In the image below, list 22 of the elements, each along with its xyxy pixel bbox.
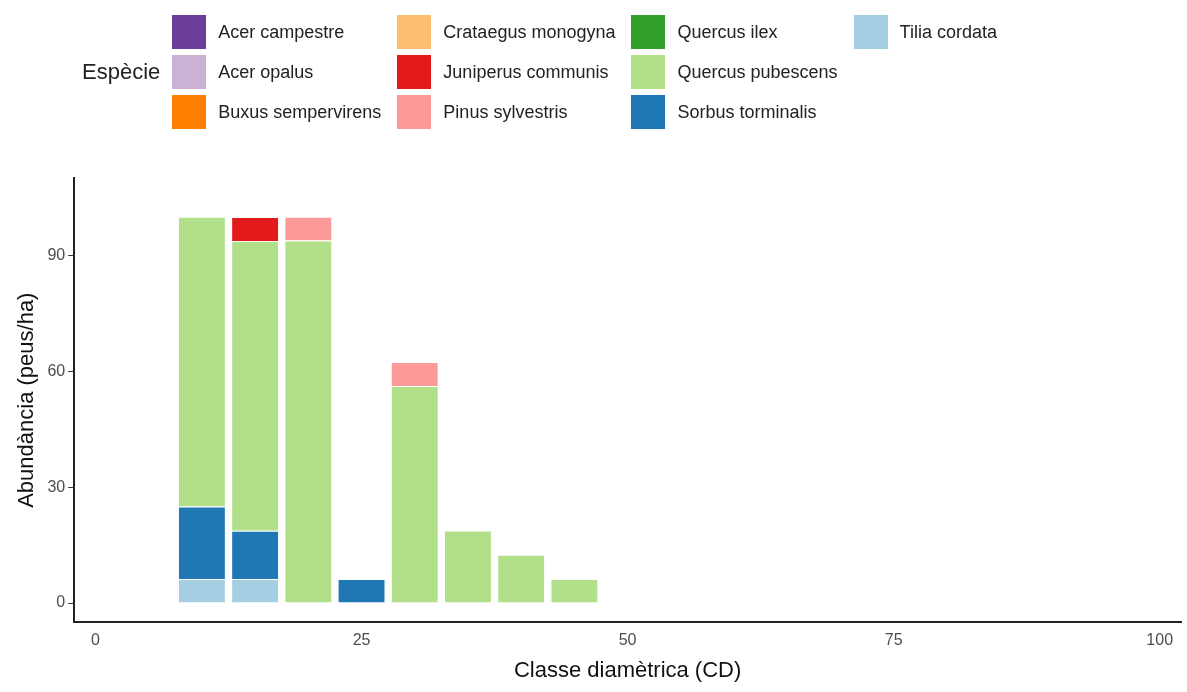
y-tick-label: 0 (56, 593, 66, 611)
x-tick-label: 0 (91, 631, 101, 649)
x-axis-title: Classe diamètrica (CD) (513, 656, 742, 682)
legend-label: Sorbus torminalis (677, 101, 817, 123)
y-tick-label: 30 (47, 477, 66, 495)
legend-label: Crataegus monogyna (443, 21, 616, 43)
x-tick-label: 100 (1146, 631, 1174, 649)
legend-label: Tilia cordata (899, 21, 997, 43)
x-tick-label: 50 (618, 631, 637, 649)
x-tick-label: 25 (352, 631, 371, 649)
x-tick-label: 75 (884, 631, 903, 649)
legend-label: Acer campestre (218, 21, 345, 43)
legend-label: Pinus sylvestris (443, 101, 568, 123)
legend-label: Buxus sempervirens (218, 101, 382, 123)
y-axis-title: Abundància (peus/ha) (13, 292, 39, 508)
legend-label: Acer opalus (218, 61, 314, 83)
legend-label: Juniperus communis (443, 61, 609, 83)
legend-label: Quercus pubescens (677, 61, 838, 83)
y-tick-label: 60 (47, 361, 66, 379)
legend-label: Quercus ilex (677, 21, 778, 43)
legend-title: Espècie (82, 59, 161, 85)
y-tick-label: 90 (47, 245, 66, 263)
